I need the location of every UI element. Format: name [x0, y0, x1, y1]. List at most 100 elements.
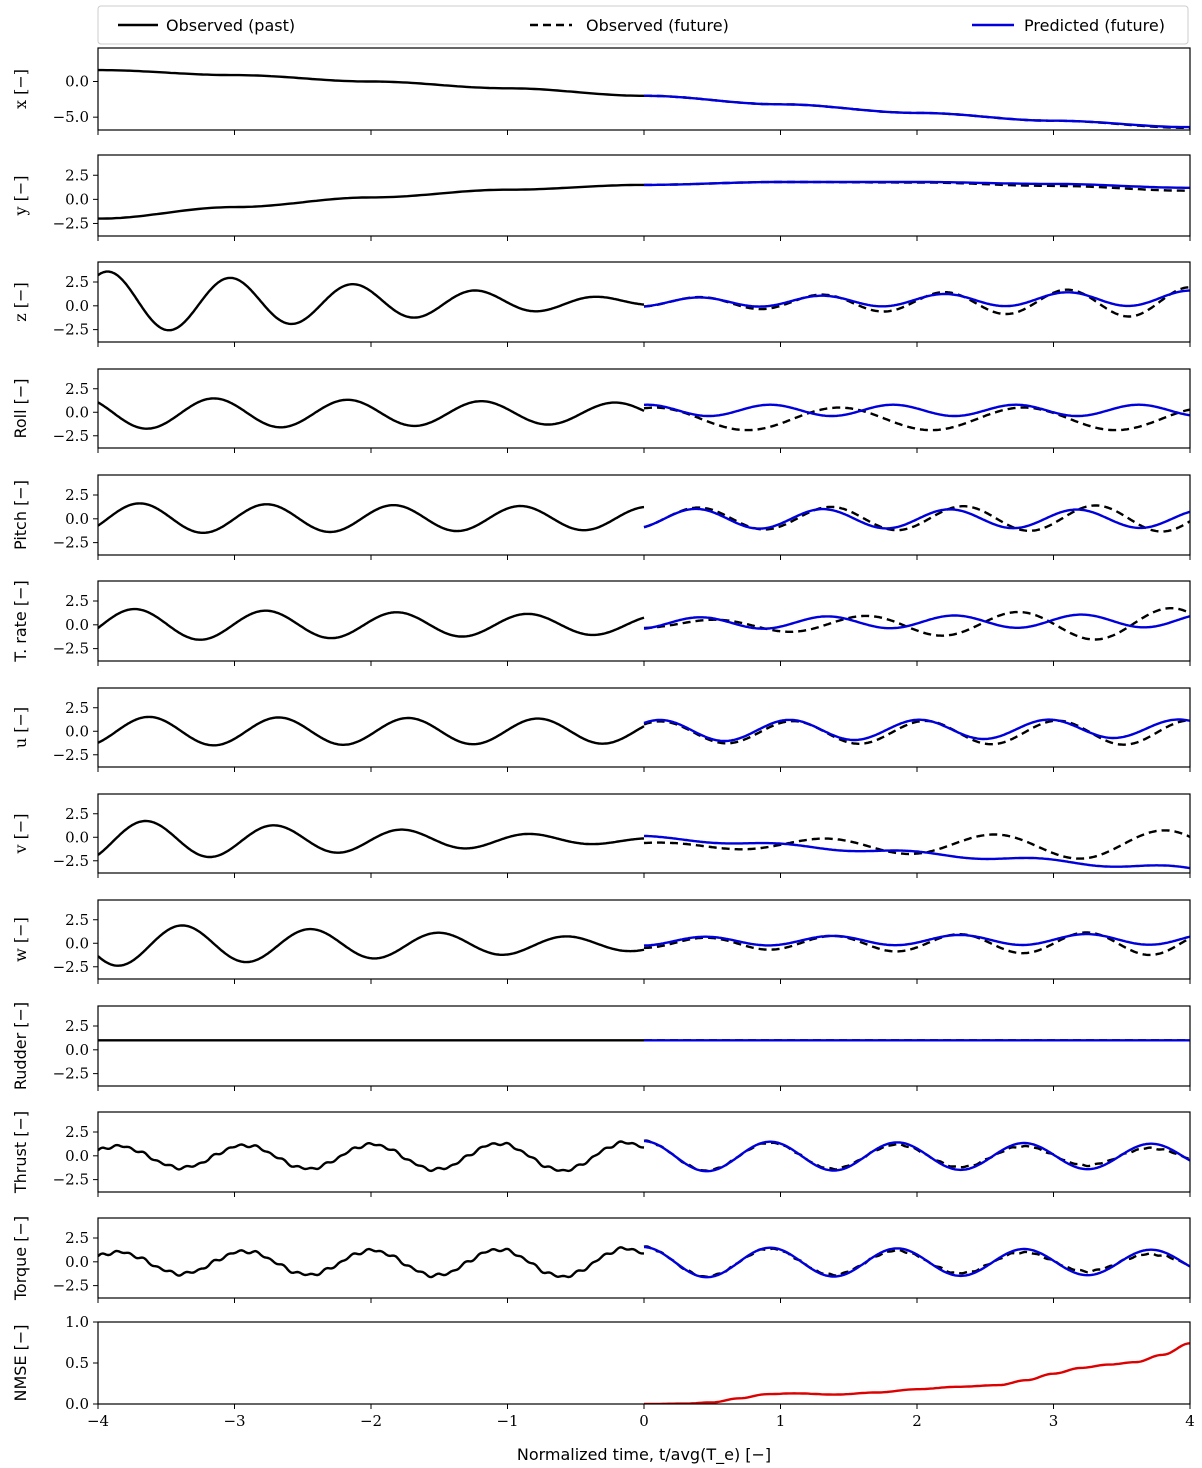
panel-roll: 2.5 0.0 −2.5 Roll [−]: [11, 368, 1191, 453]
y-tick-label-torque: 2.5: [65, 1229, 89, 1247]
panel-frame-trate: [97, 580, 1191, 662]
x-tick-label: −2: [360, 1412, 382, 1430]
series-group-y: [98, 180, 1190, 220]
panel-frame-z: [97, 261, 1191, 343]
panel-frame-w: [97, 899, 1191, 980]
y-tick-label-pitch: 2.5: [65, 486, 89, 504]
series-group-w: [98, 924, 1190, 967]
y-tick-label-z: 0.0: [65, 297, 89, 315]
panel-z: 2.5 0.0 −2.5 z [−]: [11, 261, 1191, 347]
legend-label-predicted-future: Predicted (future): [1024, 16, 1165, 35]
legend-label-observed-past: Observed (past): [166, 16, 295, 35]
predicted-future-line-pitch: [643, 507, 1190, 530]
y-tick-label-torque: 0.0: [65, 1253, 89, 1271]
series-group-nmse: [644, 1342, 1190, 1404]
observed-past-line-z: [98, 270, 645, 332]
series-group-u: [98, 715, 1190, 747]
y-tick-label-v: 2.5: [65, 805, 89, 823]
x-tick-label: 2: [912, 1412, 922, 1430]
panel-v: 2.5 0.0 −2.5 v [−]: [11, 793, 1191, 878]
x-tick-label: 1: [776, 1412, 786, 1430]
y-tick-label-torque: −2.5: [53, 1277, 89, 1295]
panel-frame-thrust: [97, 1111, 1191, 1193]
panel-frame-nmse: [97, 1321, 1191, 1405]
y-axis-label-v: v [−]: [11, 813, 30, 854]
y-tick-label-thrust: 0.0: [65, 1147, 89, 1165]
nmse-line: [644, 1342, 1190, 1404]
observed-future-line-roll: [643, 406, 1190, 432]
y-axis-label-x: x [−]: [11, 69, 30, 109]
observed-past-line-torque: [98, 1246, 644, 1279]
y-tick-label-rudder: −2.5: [53, 1065, 89, 1083]
panel-nmse: 1.0 0.5 0.0 NMSE [−]: [11, 1313, 1191, 1413]
y-tick-label-nmse: 1.0: [65, 1313, 89, 1331]
observed-past-line-x: [98, 68, 644, 97]
predicted-future-line-v: [643, 834, 1190, 870]
panel-u: 2.5 0.0 −2.5 u [−]: [11, 687, 1191, 772]
panel-w: 2.5 0.0 −2.5 w [−]: [11, 899, 1191, 984]
y-tick-label-v: −2.5: [53, 852, 89, 870]
series-group-thrust: [98, 1139, 1190, 1173]
panel-torque: 2.5 0.0 −2.5 Torque [−]: [11, 1216, 1191, 1303]
panel-x: 0.0 −5.0 x [−]: [11, 47, 1191, 135]
series-group-roll: [98, 397, 1190, 432]
y-tick-label-thrust: −2.5: [53, 1171, 89, 1189]
observed-past-line-v: [98, 819, 645, 859]
panel-frame-v: [97, 793, 1191, 874]
y-tick-label-rudder: 0.0: [65, 1041, 89, 1059]
predicted-future-line-u: [643, 718, 1190, 743]
y-tick-label-trate: 0.0: [65, 616, 89, 634]
y-tick-label-pitch: −2.5: [53, 534, 89, 552]
y-tick-label-y: 0.0: [65, 190, 89, 208]
series-group-v: [98, 819, 1190, 870]
y-tick-label-y: −2.5: [53, 214, 89, 232]
predicted-future-line-roll: [644, 403, 1190, 418]
observed-past-line-u: [98, 715, 645, 747]
y-axis-label-trate: T. rate [−]: [11, 580, 30, 663]
y-tick-label-z: −2.5: [53, 321, 89, 339]
panel-trate: 2.5 0.0 −2.5 T. rate [−]: [11, 580, 1191, 666]
y-tick-label-nmse: 0.0: [65, 1395, 89, 1413]
panel-frame-torque: [97, 1217, 1191, 1299]
observed-past-line-thrust: [98, 1140, 645, 1173]
y-tick-label-roll: −2.5: [53, 427, 89, 445]
y-tick-label-x: 0.0: [65, 73, 89, 91]
observed-past-line-y: [98, 183, 644, 220]
y-axis-label-pitch: Pitch [−]: [11, 480, 30, 550]
y-axis-label-nmse: NMSE [−]: [11, 1324, 30, 1401]
predicted-future-line-z: [643, 289, 1190, 308]
panel-frame-y: [97, 154, 1191, 237]
observed-future-line-u: [643, 719, 1190, 746]
predicted-future-line-w: [643, 932, 1190, 947]
y-tick-label-rudder: 2.5: [65, 1017, 89, 1035]
x-axis-label: Normalized time, t/avg(T_e) [−]: [517, 1445, 771, 1465]
y-tick-label-pitch: 0.0: [65, 510, 89, 528]
y-tick-label-x: −5.0: [53, 108, 89, 126]
y-tick-label-nmse: 0.5: [65, 1354, 89, 1372]
series-group-torque: [98, 1245, 1190, 1279]
y-tick-label-w: −2.5: [53, 958, 89, 976]
y-tick-label-roll: 2.5: [65, 380, 89, 398]
y-axis-label-u: u [−]: [11, 707, 30, 748]
observed-past-line-w: [98, 924, 645, 967]
observed-past-line-trate: [98, 607, 645, 641]
legend-frame: [97, 5, 1189, 45]
legend-label-observed-future: Observed (future): [586, 16, 729, 35]
panel-frame-rudder: [97, 1005, 1191, 1087]
y-tick-label-trate: 2.5: [65, 592, 89, 610]
observed-future-line-v: [643, 829, 1190, 860]
series-group-x: [98, 68, 1190, 130]
x-tick-label: −1: [496, 1412, 518, 1430]
observed-past-line-pitch: [98, 502, 645, 534]
y-axis-label-torque: Torque [−]: [11, 1216, 30, 1301]
predicted-future-line-torque: [644, 1245, 1190, 1279]
panel-frame-u: [97, 687, 1191, 768]
observed-past-line-roll: [98, 397, 645, 430]
predicted-future-line-y: [644, 180, 1190, 189]
legend: Observed (past) Observed (future) Predic…: [97, 5, 1189, 45]
y-axis-label-thrust: Thrust [−]: [11, 1111, 30, 1194]
x-axis: −4 −3 −2 −1 0 1 2 3 4: [87, 1412, 1195, 1430]
panel-y: 2.5 0.0 −2.5 y [−]: [11, 154, 1191, 241]
y-tick-label-u: −2.5: [53, 746, 89, 764]
